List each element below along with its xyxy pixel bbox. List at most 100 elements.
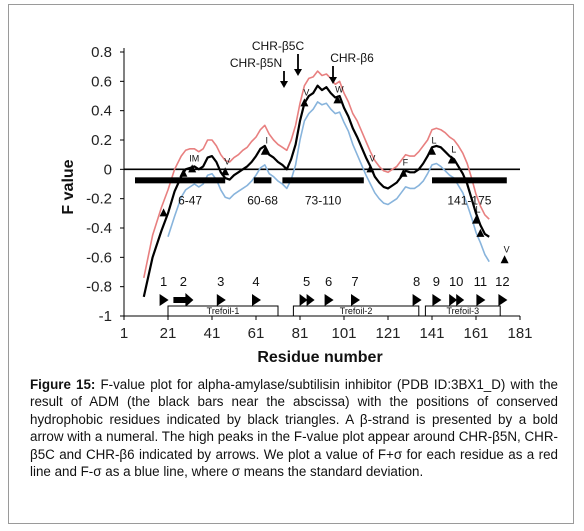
- residue-label: V: [224, 156, 230, 166]
- y-tick-label: -0.8: [86, 279, 112, 296]
- strand-number: 7: [351, 274, 358, 289]
- residue-label: V: [504, 244, 510, 254]
- adm-bar-label: 141-175: [447, 193, 491, 207]
- strand-number: 10: [449, 274, 463, 289]
- x-tick-label: 61: [248, 325, 265, 342]
- strand-arrow: [299, 294, 308, 306]
- y-tick-label: 0.4: [91, 103, 112, 120]
- strand-arrow: [159, 294, 169, 306]
- strand-number: 2: [180, 274, 187, 289]
- trefoil-box: [292, 305, 420, 317]
- y-tick-label: -0.4: [86, 220, 112, 237]
- y-tick-label: 0: [104, 161, 112, 178]
- strand-arrow: [216, 294, 226, 306]
- strand-number: 8: [413, 274, 420, 289]
- strand-number: 3: [217, 274, 224, 289]
- hydrophobic-triangle: [476, 228, 485, 237]
- adm-bar: [253, 177, 272, 184]
- adm-bar-label: 6-47: [178, 193, 202, 207]
- hydrophobic-triangle: [300, 98, 309, 107]
- hydrophobic-triangle: [472, 215, 480, 224]
- strand-number: 9: [433, 274, 440, 289]
- figure-caption: Figure 15: F-value plot for alpha-amylas…: [30, 376, 558, 480]
- strand-number: 1: [160, 274, 167, 289]
- series-f-plus-sigma: [143, 70, 490, 279]
- residue-label: L: [431, 136, 436, 146]
- hydrophobic-triangle: [159, 208, 168, 217]
- strand-arrow: [498, 294, 508, 306]
- strand-arrow: [476, 294, 486, 306]
- y-tick-label: 0.2: [91, 132, 112, 149]
- strand-arrow: [351, 294, 360, 306]
- trefoil-label: Trefoil-3: [446, 306, 479, 316]
- beta-strands: 1 2 3 4 5 6 7 8 9 10 11 12: [159, 274, 510, 307]
- strand-arrow: [324, 294, 334, 306]
- y-tick-label: -0.2: [86, 191, 112, 208]
- hydrophobic-triangle: [399, 168, 408, 177]
- strand-number: 12: [495, 274, 509, 289]
- adm-bars: 6-47 60-68 73-110 141-175: [135, 177, 507, 207]
- x-tick-label: 141: [419, 325, 444, 342]
- y-tick-label: -1: [99, 308, 112, 325]
- strand-number: 11: [474, 274, 488, 289]
- hydrophobic-triangle: [333, 95, 342, 104]
- residue-label: L: [475, 205, 480, 215]
- trefoil-box: [424, 305, 501, 317]
- trefoil-label: Trefoil-2: [340, 306, 373, 316]
- f-value-chart: -1-0.8-0.6-0.4-0.200.20.40.60.81 21 41 61 81…: [60, 39, 533, 366]
- series-f-minus-sigma: [167, 101, 490, 263]
- hydrophobic-triangle: [179, 168, 188, 177]
- strand-number: 4: [252, 274, 259, 289]
- residue-label: L: [451, 145, 456, 155]
- arrow-b6-head: [329, 77, 337, 84]
- strand-arrow: [432, 294, 442, 306]
- peak-label-b5c: CHR-β5C: [252, 39, 305, 53]
- adm-bar: [432, 177, 507, 184]
- y-tick-label: -0.6: [86, 249, 112, 266]
- hydrophobic-triangles: IM V I V W V F L L L V: [159, 84, 510, 264]
- x-tick-label: 121: [375, 325, 400, 342]
- series-f-value: [142, 84, 490, 298]
- hydrophobic-triangle: [500, 255, 509, 264]
- hydrophobic-triangle: [428, 146, 436, 155]
- x-axis-title: Residue number: [257, 349, 382, 366]
- strand-arrow: [449, 294, 458, 306]
- residue-label: W: [335, 84, 344, 94]
- trefoil-label: Trefoil-1: [207, 306, 240, 316]
- peak-label-b5n: CHR-β5N: [230, 56, 282, 70]
- trefoil-box: [167, 305, 279, 317]
- x-tick-label: 81: [292, 325, 309, 342]
- adm-bar-label: 60-68: [247, 193, 278, 207]
- caption-text: F-value plot for alpha-amylase/subtilisi…: [30, 377, 558, 480]
- arrow-b5c-head: [294, 69, 302, 76]
- strand-arrow: [252, 294, 261, 306]
- residue-label: IM: [189, 153, 199, 163]
- x-tick-label: 101: [331, 325, 356, 342]
- peak-annotations: CHR-β5C CHR-β5N CHR-β6: [230, 39, 374, 88]
- axes: -1-0.8-0.6-0.4-0.200.20.40.60.81 21 41 61 81…: [86, 44, 532, 342]
- figure-frame: [8, 4, 574, 524]
- residue-label: V: [369, 153, 375, 163]
- hydrophobic-triangle: [188, 164, 197, 173]
- strand-arrow: [173, 293, 194, 307]
- strand-number: 6: [325, 274, 332, 289]
- x-tick-label: 21: [160, 325, 177, 342]
- strand-arrow: [412, 294, 422, 306]
- strand-number: 5: [303, 274, 310, 289]
- adm-bar: [135, 177, 226, 184]
- trefoil-domains: Trefoil-1 Trefoil-2 Trefoil-3: [167, 305, 501, 317]
- y-axis-title: F value: [60, 159, 77, 214]
- arrow-b5n-head: [280, 81, 288, 88]
- y-tick-label: 0.6: [91, 73, 112, 90]
- residue-label: F: [403, 158, 409, 168]
- hydrophobic-triangle: [221, 167, 230, 176]
- hydrophobic-triangle: [447, 155, 456, 164]
- residue-label: V: [303, 87, 309, 97]
- peak-label-b6: CHR-β6: [330, 51, 374, 65]
- x-tick-label: 181: [507, 325, 532, 342]
- strand-arrow: [456, 294, 465, 306]
- adm-bar-label: 73-110: [305, 193, 342, 207]
- series-lines: [142, 70, 490, 298]
- x-tick-label: 1: [120, 325, 128, 342]
